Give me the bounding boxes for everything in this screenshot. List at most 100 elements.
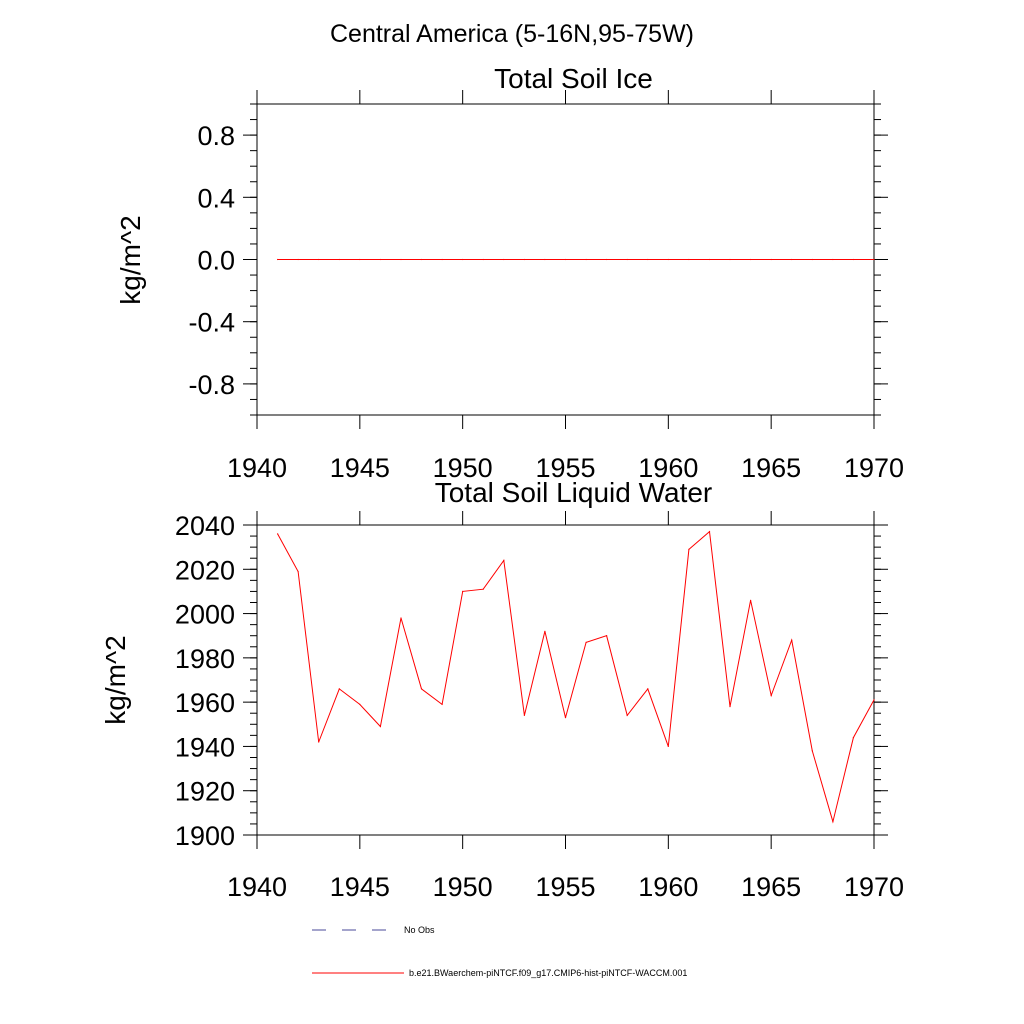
- data-point: [482, 258, 484, 261]
- x-tick-label: 1950: [433, 872, 493, 902]
- x-tick-label: 1970: [844, 872, 904, 902]
- chart-panels: Total Soil Ice kg/m^2 1940 1945 1950 1955 1960…: [100, 63, 904, 902]
- data-point: [503, 559, 505, 562]
- data-point: [544, 630, 546, 632]
- data-point: [564, 717, 567, 719]
- data-point: [688, 258, 690, 261]
- y-axis-label: kg/m^2: [100, 635, 131, 724]
- legend-model-label: b.e21.BWaerchem-piNTCF.f09_g17.CMIP6-his…: [409, 968, 687, 978]
- data-point: [708, 531, 711, 533]
- data-point: [338, 688, 340, 690]
- data-point: [606, 635, 608, 637]
- page-title: Central America (5-16N,95-75W): [330, 20, 694, 48]
- plot-frame: [256, 524, 875, 836]
- data-point: [729, 258, 731, 261]
- data-point: [832, 258, 834, 261]
- data-point: [379, 258, 381, 261]
- data-point: [873, 258, 875, 261]
- chart-panel: Total Soil Liquid Water kg/m^2 1940 1945 195…: [100, 477, 904, 902]
- y-tick-label: 1980: [175, 644, 235, 674]
- x-tick-label: 1960: [638, 453, 698, 483]
- data-point: [688, 548, 690, 551]
- data-point: [544, 258, 546, 261]
- data-point: [647, 688, 649, 690]
- x-tick-label: 1955: [535, 453, 595, 483]
- series-line: [277, 530, 875, 824]
- y-tick-label: 0.0: [197, 246, 235, 276]
- data-point: [791, 258, 793, 261]
- data-point: [318, 258, 320, 261]
- data-point: [338, 258, 340, 261]
- data-point: [441, 703, 443, 706]
- data-point: [750, 599, 752, 601]
- data-point: [770, 258, 772, 261]
- data-point: [585, 258, 587, 261]
- data-point: [523, 714, 526, 717]
- legend-obs-label: No Obs: [404, 925, 435, 935]
- data-point: [482, 588, 484, 590]
- data-point: [420, 688, 423, 690]
- x-tick-label: 1970: [844, 453, 904, 483]
- data-point: [400, 617, 402, 619]
- data-point: [708, 258, 711, 261]
- data-point: [379, 725, 381, 728]
- data-point: [277, 258, 279, 261]
- data-point: [647, 258, 649, 261]
- data-point: [277, 533, 279, 535]
- x-tick-label: 1965: [741, 872, 801, 902]
- legend: No Obs b.e21.BWaerchem-piNTCF.f09_g17.CM…: [312, 925, 687, 978]
- data-point: [420, 258, 423, 261]
- y-axis-label: kg/m^2: [115, 215, 146, 304]
- data-point: [297, 570, 299, 573]
- data-point: [667, 745, 669, 748]
- chart-title: Total Soil Liquid Water: [435, 477, 713, 508]
- y-tick-label: 0.4: [197, 183, 235, 213]
- x-tick-label: 1945: [330, 872, 390, 902]
- data-point: [400, 258, 402, 261]
- x-tick-label: 1945: [330, 453, 390, 483]
- y-tick-label: 2040: [175, 511, 235, 541]
- data-point: [811, 258, 813, 261]
- data-point: [770, 694, 772, 697]
- x-tick-label: 1950: [433, 453, 493, 483]
- x-tick-label: 1955: [535, 872, 595, 902]
- data-point: [523, 258, 526, 261]
- data-point: [832, 821, 834, 823]
- x-tick-label: 1965: [741, 453, 801, 483]
- x-tick-label: 1960: [638, 872, 698, 902]
- data-point: [359, 703, 361, 706]
- data-point: [318, 741, 320, 743]
- data-point: [503, 258, 505, 261]
- data-point: [667, 258, 669, 261]
- data-point: [791, 639, 793, 641]
- chart-panel: Total Soil Ice kg/m^2 1940 1945 1950 1955 1960…: [115, 63, 904, 483]
- data-point: [750, 258, 752, 261]
- y-tick-label: -0.4: [188, 308, 235, 338]
- y-tick-label: 1960: [175, 688, 235, 718]
- data-point: [441, 258, 443, 261]
- data-point: [626, 714, 628, 717]
- data-point: [462, 258, 464, 261]
- data-point: [606, 258, 608, 261]
- data-point: [359, 258, 361, 261]
- y-tick-label: 0.8: [197, 121, 235, 151]
- y-tick-label: 2020: [175, 555, 235, 585]
- y-tick-label: -0.8: [188, 370, 235, 400]
- data-point: [852, 258, 855, 261]
- y-tick-label: 1900: [175, 821, 235, 851]
- data-point: [852, 737, 855, 739]
- data-point: [462, 590, 464, 593]
- data-point: [585, 641, 587, 644]
- y-tick-label: 1920: [175, 777, 235, 807]
- data-point: [873, 699, 875, 701]
- chart-title: Total Soil Ice: [494, 63, 653, 94]
- data-point: [564, 258, 567, 261]
- x-tick-label: 1940: [227, 453, 287, 483]
- y-tick-label: 2000: [175, 600, 235, 630]
- y-tick-label: 1940: [175, 732, 235, 762]
- x-tick-label: 1940: [227, 872, 287, 902]
- data-point: [297, 258, 299, 261]
- data-point: [729, 706, 731, 708]
- data-point: [626, 258, 628, 261]
